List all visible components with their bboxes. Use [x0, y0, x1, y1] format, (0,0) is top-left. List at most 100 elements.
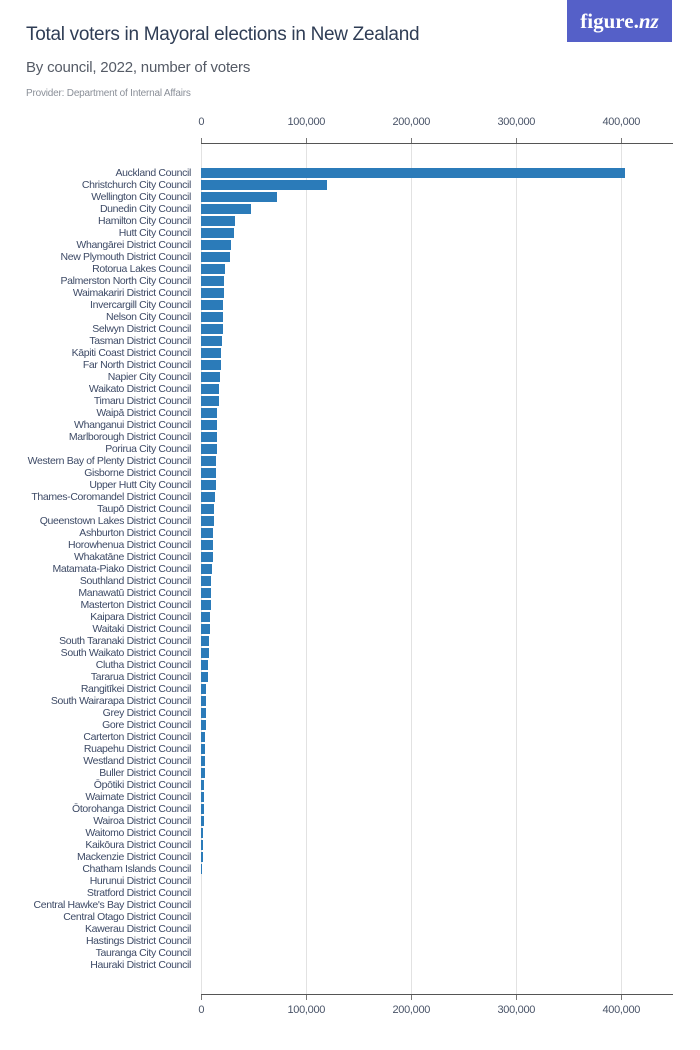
- bar: [201, 228, 235, 238]
- category-label: Stratford District Council: [86, 887, 191, 899]
- category-label: Nelson City Council: [106, 311, 191, 323]
- category-label: Matamata-Piako District Council: [52, 563, 191, 575]
- axis-tick-bottom: [201, 994, 203, 1000]
- bar: [201, 840, 203, 850]
- category-label: Kaipara District Council: [90, 611, 191, 623]
- category-label: Whakatāne District Council: [74, 551, 191, 563]
- category-label: Central Hawke's Bay District Council: [33, 899, 192, 911]
- axis-tick-label-bottom: 400,000: [602, 1004, 641, 1016]
- category-label: Auckland Council: [115, 167, 191, 179]
- category-label: Wellington City Council: [91, 191, 191, 203]
- bar: [201, 408, 218, 418]
- axis-tick-top: [621, 138, 623, 144]
- category-label: Ōtorohanga District Council: [72, 803, 191, 815]
- bar: [201, 540, 214, 550]
- data-provider: Provider: Department of Internal Affairs: [26, 88, 191, 99]
- category-label: South Taranaki District Council: [59, 635, 191, 647]
- gridline: [411, 144, 413, 994]
- bar: [201, 660, 208, 670]
- category-label: Gisborne District Council: [84, 467, 191, 479]
- category-label: Rotorua Lakes Council: [92, 263, 191, 275]
- bar: [201, 240, 232, 250]
- bar: [201, 696, 207, 706]
- bar: [201, 588, 212, 598]
- category-label: Masterton District Council: [80, 599, 191, 611]
- category-label: Napier City Council: [107, 371, 192, 383]
- bar: [201, 600, 211, 610]
- bar: [201, 624, 210, 634]
- bar: [201, 444, 218, 454]
- bar: [201, 852, 203, 862]
- logo-suffix: nz: [638, 8, 659, 33]
- axis-tick-label-top: 200,000: [392, 116, 431, 128]
- category-label: Buller District Council: [99, 767, 191, 779]
- bar: [201, 288, 224, 298]
- bar: [201, 192, 278, 202]
- category-label: Central Otago District Council: [63, 911, 191, 923]
- axis-tick-bottom: [411, 994, 413, 1000]
- category-label: Christchurch City Council: [81, 179, 191, 191]
- chart-subtitle: By council, 2022, number of voters: [26, 59, 251, 76]
- bar: [201, 720, 207, 730]
- category-label: Waimate District Council: [85, 791, 191, 803]
- category-label: Upper Hutt City Council: [89, 479, 191, 491]
- bar: [201, 552, 214, 562]
- category-label: Carterton District Council: [83, 731, 191, 743]
- bar: [201, 336, 223, 346]
- category-label: Ruapehu District Council: [83, 743, 192, 755]
- category-label: Horowhenua District Council: [67, 539, 191, 551]
- category-label: Tauranga City Council: [95, 947, 192, 959]
- axis-tick-top: [306, 138, 308, 144]
- category-label: Porirua City Council: [105, 443, 191, 455]
- axis-tick-label-top: 100,000: [287, 116, 326, 128]
- category-label: South Waikato District Council: [60, 647, 192, 659]
- category-label: Invercargill City Council: [90, 299, 191, 311]
- bar: [201, 384, 220, 394]
- axis-tick-label-top: 300,000: [497, 116, 536, 128]
- axis-tick-bottom: [516, 994, 518, 1000]
- bar: [201, 492, 215, 502]
- category-label: Waipā District Council: [96, 407, 191, 419]
- category-label: Selwyn District Council: [92, 323, 191, 335]
- bar: [201, 360, 222, 370]
- bar: [201, 672, 208, 682]
- category-label: Hutt City Council: [118, 227, 192, 239]
- bar: [201, 612, 210, 622]
- bar: [201, 732, 206, 742]
- category-label: Queenstown Lakes District Council: [39, 515, 192, 527]
- bar: [201, 828, 204, 838]
- category-label: Taupō District Council: [97, 503, 191, 515]
- bar: [201, 504, 215, 514]
- category-label: Whangārei District Council: [76, 239, 191, 251]
- bar: [201, 168, 626, 178]
- bar: [201, 432, 218, 442]
- category-label: Waikato District Council: [88, 383, 191, 395]
- bar: [201, 468, 217, 478]
- category-label: South Wairarapa District Council: [50, 695, 191, 707]
- bar: [201, 564, 212, 574]
- category-label: Timaru District Council: [93, 395, 192, 407]
- bar: [201, 744, 206, 754]
- category-label: New Plymouth District Council: [60, 251, 192, 263]
- axis-tick-label-bottom: 100,000: [287, 1004, 326, 1016]
- category-label: Marlborough District Council: [68, 431, 191, 443]
- category-label: Wairoa District Council: [93, 815, 191, 827]
- category-label: Western Bay of Plenty District Council: [27, 455, 192, 467]
- bar: [201, 684, 207, 694]
- bar: [201, 216, 235, 226]
- bar: [201, 300, 224, 310]
- figure-nz-logo[interactable]: figure. nz: [567, 0, 672, 42]
- bar: [201, 372, 221, 382]
- bar: [201, 804, 204, 814]
- bar: [201, 516, 215, 526]
- bar: [201, 780, 205, 790]
- category-label: Tararua District Council: [90, 671, 191, 683]
- bar: [201, 648, 209, 658]
- gridline: [306, 144, 308, 994]
- x-axis-bottom: [201, 994, 673, 995]
- gridline: [621, 144, 623, 994]
- category-label: Whanganui District Council: [74, 419, 191, 431]
- category-label: Kawerau District Council: [85, 923, 191, 935]
- bar: [201, 576, 212, 586]
